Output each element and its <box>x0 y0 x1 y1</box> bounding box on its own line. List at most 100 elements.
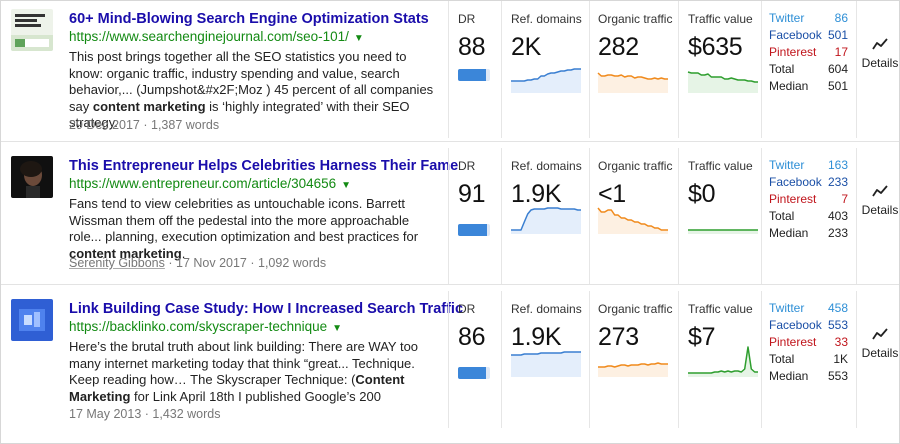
result-url-link[interactable]: https://www.entrepreneur.com/article/304… <box>69 176 351 191</box>
result-url-text[interactable]: https://www.searchenginejournal.com/seo-… <box>69 29 349 44</box>
domain-rating-bar <box>458 224 490 236</box>
facebook-label[interactable]: Facebook <box>769 318 822 332</box>
traffic-value-value: $635 <box>688 33 743 61</box>
facebook-label[interactable]: Facebook <box>769 28 822 42</box>
column-divider <box>761 148 762 285</box>
details-label[interactable]: Details <box>861 346 899 360</box>
dr-value: 91 <box>458 180 486 208</box>
trend-chart-icon <box>872 328 888 340</box>
article-thumbnail-seo-stats[interactable] <box>11 9 53 51</box>
twitter-label[interactable]: Twitter <box>769 11 805 25</box>
median-shares-label: Median <box>769 226 809 240</box>
organic-traffic-sparkline-area <box>598 73 668 93</box>
url-dropdown-caret-icon[interactable]: ▼ <box>353 33 364 44</box>
total-shares-count: 1K <box>833 352 848 366</box>
traffic-value-column-label: Traffic value <box>688 159 753 173</box>
result-row: Link Building Case Study: How I Increase… <box>1 291 899 428</box>
result-title-link[interactable]: 60+ Mind-Blowing Search Engine Optimizat… <box>69 11 429 27</box>
twitter-count[interactable]: 163 <box>827 158 848 172</box>
facebook-count[interactable]: 233 <box>827 175 848 189</box>
twitter-label[interactable]: Twitter <box>769 301 805 315</box>
ref-domains-column-label: Ref. domains <box>511 302 582 316</box>
total-shares-label: Total <box>769 62 795 76</box>
details-button[interactable]: Details <box>861 184 899 217</box>
total-shares-count: 403 <box>827 209 848 223</box>
median-shares-count: 553 <box>827 369 848 383</box>
organic-traffic-sparkline <box>598 362 668 377</box>
organic-traffic-sparkline-line <box>598 362 668 368</box>
organic-traffic-value: <1 <box>598 180 626 208</box>
result-word-count: 1,092 words <box>258 256 327 270</box>
meta-separator: · <box>246 256 258 270</box>
dr-value: 86 <box>458 323 486 351</box>
pinterest-label[interactable]: Pinterest <box>769 45 817 59</box>
row-separator <box>1 284 899 285</box>
facebook-count[interactable]: 501 <box>827 28 848 42</box>
result-word-count: 1,387 words <box>151 118 220 132</box>
details-label[interactable]: Details <box>861 56 899 70</box>
pinterest-count[interactable]: 17 <box>834 45 848 59</box>
organic-traffic-sparkline-area <box>598 363 668 377</box>
row-separator <box>1 141 899 142</box>
result-url-link[interactable]: https://www.searchenginejournal.com/seo-… <box>69 29 364 44</box>
column-divider <box>501 1 502 138</box>
snippet-text: Here’s the brutal truth about link build… <box>69 339 419 387</box>
details-button[interactable]: Details <box>861 327 899 360</box>
facebook-count[interactable]: 553 <box>827 318 848 332</box>
result-author-link[interactable]: Serenity Gibbons <box>69 256 165 270</box>
pinterest-count[interactable]: 7 <box>841 192 848 206</box>
thumbnail-image <box>11 156 53 198</box>
result-snippet: This post brings together all the SEO st… <box>69 49 439 132</box>
result-url-text[interactable]: https://www.entrepreneur.com/article/304… <box>69 176 337 191</box>
traffic-value-column-label: Traffic value <box>688 12 753 26</box>
pinterest-label[interactable]: Pinterest <box>769 335 817 349</box>
article-thumbnail-blue-graphic[interactable] <box>11 299 53 341</box>
url-dropdown-caret-icon[interactable]: ▼ <box>341 180 352 191</box>
pinterest-label[interactable]: Pinterest <box>769 192 817 206</box>
snippet-text: for Link April 18th I published Google’s… <box>130 388 381 404</box>
column-divider <box>589 1 590 138</box>
dr-value: 88 <box>458 33 486 61</box>
result-meta: 29 Dec 2017 · 1,387 words <box>69 118 219 132</box>
ref-domains-sparkline <box>511 68 581 93</box>
domain-rating-bar-fill <box>458 224 488 236</box>
twitter-count[interactable]: 86 <box>834 11 848 25</box>
result-url-text[interactable]: https://backlinko.com/skyscraper-techniq… <box>69 319 328 334</box>
median-shares-label: Median <box>769 79 809 93</box>
pinterest-count[interactable]: 33 <box>834 335 848 349</box>
snippet-text: . <box>181 245 186 261</box>
column-divider <box>448 1 449 138</box>
ref-domains-value: 1.9K <box>511 323 562 351</box>
result-url-link[interactable]: https://backlinko.com/skyscraper-techniq… <box>69 319 342 334</box>
organic-traffic-column-label: Organic traffic <box>598 12 673 26</box>
result-date: 17 Nov 2017 <box>176 256 247 270</box>
ref-domains-column-label: Ref. domains <box>511 12 582 26</box>
organic-traffic-sparkline-line <box>597 207 668 231</box>
twitter-count[interactable]: 458 <box>827 301 848 315</box>
result-title-link[interactable]: This Entrepreneur Helps Celebrities Harn… <box>69 158 459 174</box>
ref-domains-sparkline-area <box>511 352 581 377</box>
details-button[interactable]: Details <box>861 37 899 70</box>
twitter-label[interactable]: Twitter <box>769 158 805 172</box>
domain-rating-bar <box>458 367 490 379</box>
median-shares-label: Median <box>769 369 809 383</box>
domain-rating-bar <box>458 69 490 81</box>
article-thumbnail-woman-portrait[interactable] <box>11 156 53 198</box>
median-shares-count: 501 <box>827 79 848 93</box>
details-label[interactable]: Details <box>861 203 899 217</box>
trend-chart-icon <box>872 185 888 197</box>
url-dropdown-caret-icon[interactable]: ▼ <box>332 323 343 334</box>
facebook-label[interactable]: Facebook <box>769 175 822 189</box>
result-meta: Serenity Gibbons · 17 Nov 2017 · 1,092 w… <box>69 256 326 270</box>
snippet-keyword-highlight: Content Marketing <box>69 372 405 404</box>
column-divider <box>761 291 762 428</box>
snippet-keyword-highlight: content marketing <box>92 98 206 114</box>
column-divider <box>448 148 449 285</box>
column-divider <box>589 291 590 428</box>
result-title-link[interactable]: Link Building Case Study: How I Increase… <box>69 301 464 317</box>
column-divider <box>448 291 449 428</box>
snippet-keyword-highlight: content marketing <box>69 245 182 261</box>
traffic-value-column-label: Traffic value <box>688 302 753 316</box>
result-date: 17 May 2013 <box>69 407 142 421</box>
